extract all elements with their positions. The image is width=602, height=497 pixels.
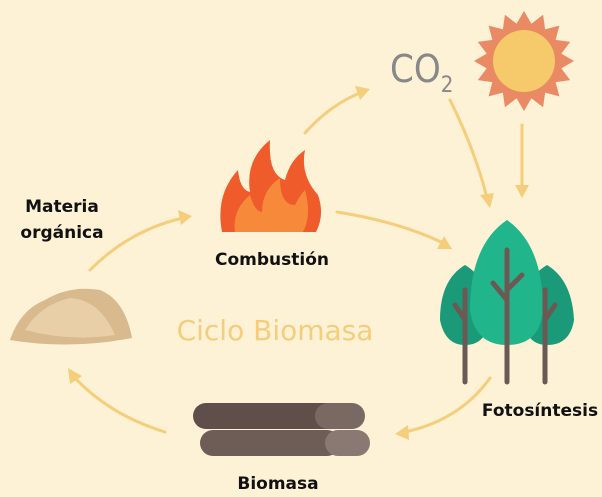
fire <box>220 140 322 232</box>
log <box>325 430 370 456</box>
arrow <box>403 376 492 434</box>
logs <box>193 403 370 456</box>
trunk <box>490 247 525 385</box>
arrows <box>68 86 529 440</box>
sand-pile <box>10 288 132 345</box>
arrow <box>448 98 489 200</box>
label-organica: orgánica <box>20 223 103 243</box>
log <box>200 430 340 456</box>
sun <box>474 11 574 111</box>
trunks <box>452 247 558 385</box>
arrow-head <box>68 368 82 384</box>
label-biomasa: Biomasa <box>237 474 318 494</box>
arrow <box>303 91 362 135</box>
label-fotosintesis: Fotosíntesis <box>482 401 598 421</box>
arrow-head <box>178 210 192 225</box>
arrow-head <box>395 425 409 440</box>
trunk <box>542 287 558 385</box>
co2-sub: 2 <box>441 73 454 98</box>
flame-inner <box>234 178 309 232</box>
label-materia: Materia <box>25 197 99 217</box>
co2: CO2 <box>390 47 453 98</box>
arrow <box>335 210 445 245</box>
arrow-head <box>437 236 452 249</box>
arrow-head <box>480 193 494 208</box>
log <box>315 403 365 429</box>
pile-light <box>25 298 115 338</box>
co2-base: CO <box>390 47 441 91</box>
trunk <box>452 287 468 385</box>
arrow <box>88 216 185 272</box>
log <box>193 403 343 429</box>
trees <box>440 220 574 385</box>
center-title: Ciclo Biomasa <box>177 314 374 347</box>
arrow <box>73 376 167 434</box>
arrow-head <box>355 86 370 100</box>
label-combustion: Combustión <box>215 250 329 270</box>
sun-core <box>493 30 555 92</box>
arrow-head <box>515 185 529 198</box>
